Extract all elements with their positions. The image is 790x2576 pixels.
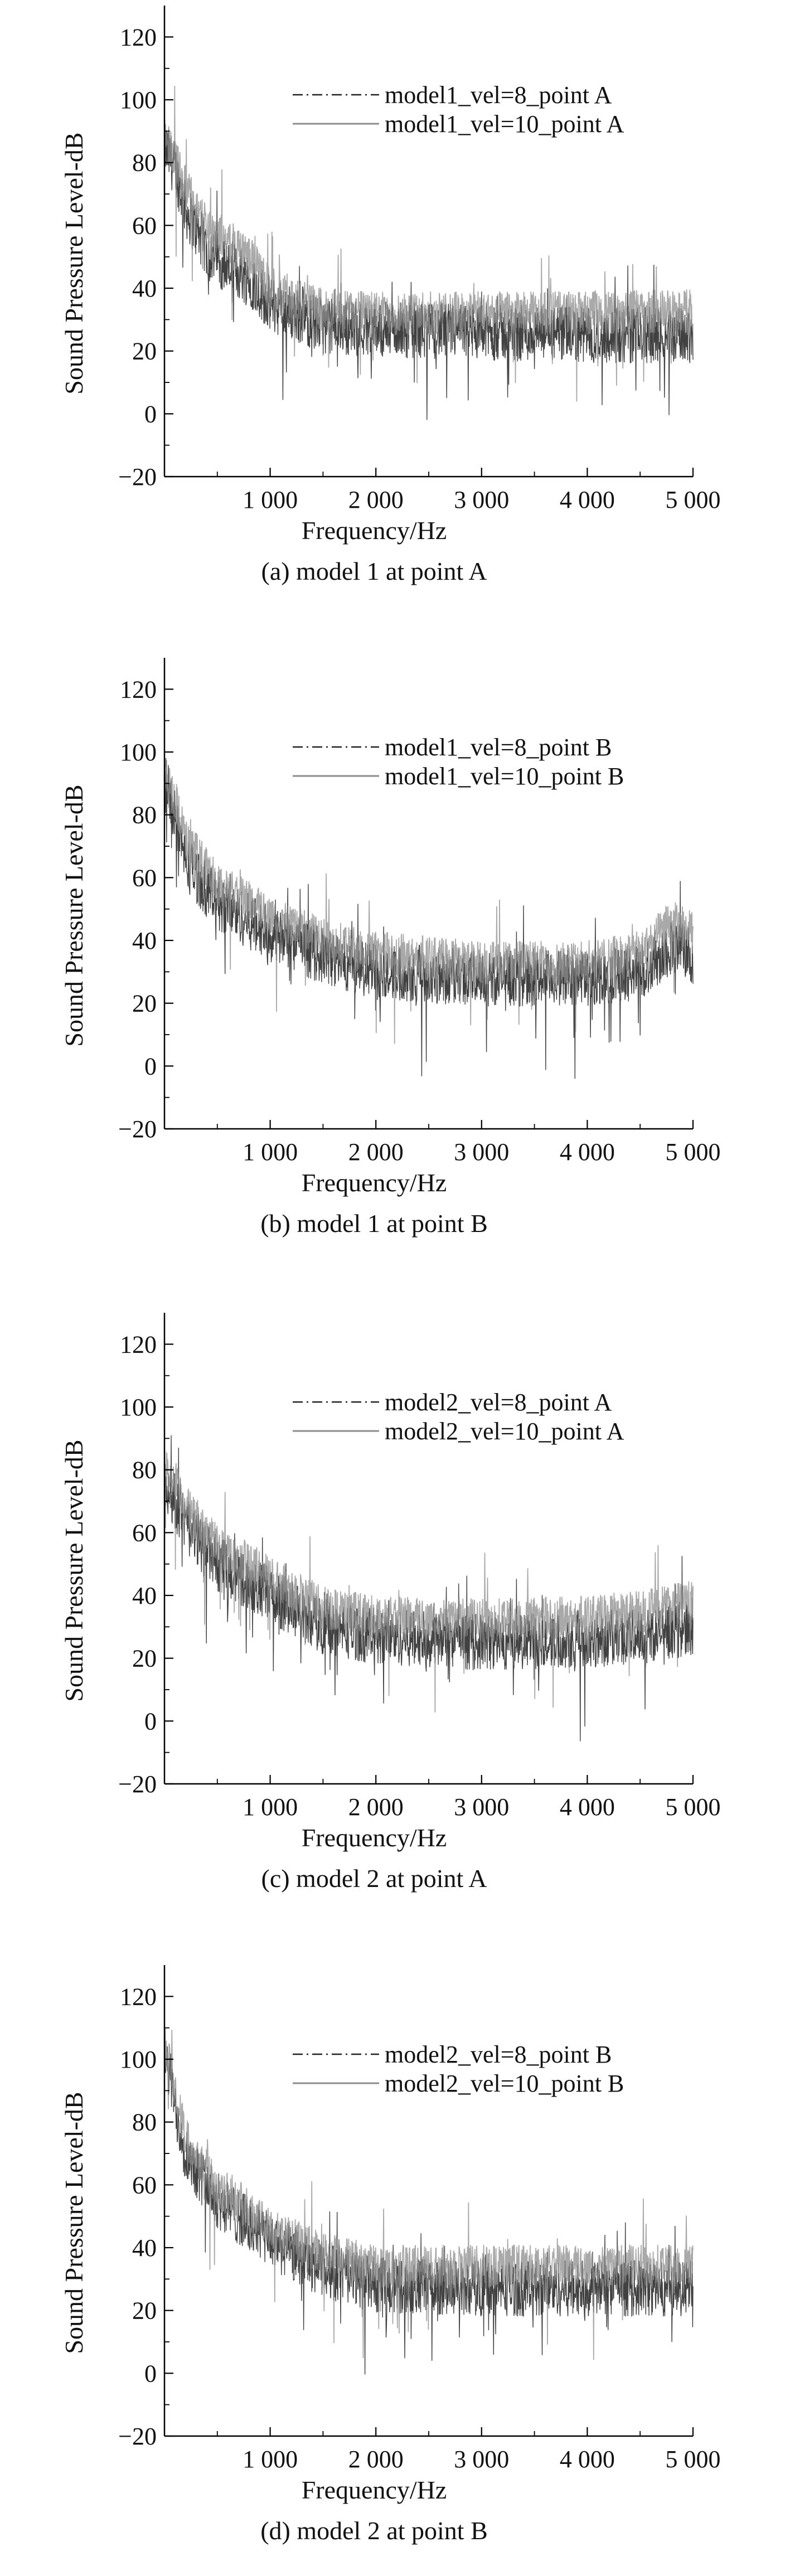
y-tick-label: 80 <box>132 2109 157 2136</box>
y-tick-label: 0 <box>144 1052 157 1080</box>
x-tick-label: 2 000 <box>348 1138 404 1166</box>
y-tick-label: 120 <box>120 1331 157 1358</box>
y-tick-label: 120 <box>120 676 157 703</box>
chart-panel-1: −20 0 20 40 60 80 100 120 1 000 2 000 3 000 4 000 5 … <box>60 6 721 585</box>
y-tick-label: 20 <box>132 990 157 1017</box>
y-tick-label: 60 <box>132 1519 157 1546</box>
legend-label: model1_vel=10_point A <box>385 110 624 138</box>
y-tick-label: 0 <box>144 400 157 428</box>
y-tick-label: 40 <box>132 2234 157 2262</box>
y-tick-label: 80 <box>132 802 157 829</box>
y-tick-label: 40 <box>132 1582 157 1609</box>
x-tick-label: 1 000 <box>243 2446 298 2473</box>
x-axis-title: Frequency/Hz <box>302 1823 447 1852</box>
x-tick-label: 4 000 <box>560 486 615 513</box>
x-tick-label: 2 000 <box>348 2446 404 2473</box>
y-tick-label: 60 <box>132 212 157 239</box>
series-line-dashdot <box>164 758 694 1079</box>
y-tick-label: −20 <box>118 463 157 491</box>
x-tick-label: 5 000 <box>666 1793 721 1821</box>
legend: model1_vel=8_point Amodel1_vel=10_point … <box>293 81 624 138</box>
y-tick-label: −20 <box>118 2423 157 2450</box>
y-tick-label: 0 <box>144 1707 157 1735</box>
chart-panel-3: −20 0 20 40 60 80 100 120 1 000 2 000 3 000 4 000 5 … <box>60 1313 721 1893</box>
y-tick-label: 100 <box>120 739 157 766</box>
series-line-solid <box>164 2027 694 2360</box>
x-tick-label: 1 000 <box>243 486 298 513</box>
x-tick-label: 5 000 <box>666 486 721 513</box>
legend-label: model1_vel=8_point B <box>385 734 612 761</box>
panel-caption: (c) model 2 at point A <box>261 1864 487 1893</box>
y-tick-label: 40 <box>132 927 157 954</box>
y-tick-label: 120 <box>120 23 157 51</box>
y-axis-title: Sound Pressure Level-dB <box>60 132 88 394</box>
x-tick-label: 3 000 <box>454 1793 509 1821</box>
y-axis-title: Sound Pressure Level-dB <box>60 2092 88 2354</box>
x-axis-title: Frequency/Hz <box>302 2476 447 2504</box>
y-tick-label: 60 <box>132 864 157 891</box>
x-tick-label: 4 000 <box>560 2446 615 2473</box>
y-tick-label: 0 <box>144 2360 157 2387</box>
series-line-dashdot <box>164 119 694 420</box>
x-tick-label: 3 000 <box>454 486 509 513</box>
y-tick-label: 80 <box>132 1457 157 1484</box>
series-line-dashdot <box>164 1435 694 1741</box>
x-tick-label: 5 000 <box>666 1138 721 1166</box>
y-tick-label: 120 <box>120 1983 157 2010</box>
series-line-solid <box>164 1450 694 1713</box>
legend: model2_vel=8_point Bmodel2_vel=10_point … <box>293 2041 624 2097</box>
y-tick-label: 100 <box>120 2046 157 2073</box>
chart-panel-4: −20 0 20 40 60 80 100 120 1 000 2 000 3 000 4 000 5 … <box>60 1965 721 2545</box>
x-tick-label: 2 000 <box>348 486 404 513</box>
y-tick-label: −20 <box>118 1770 157 1798</box>
panel-caption: (b) model 1 at point B <box>260 1209 488 1238</box>
y-tick-label: 40 <box>132 275 157 302</box>
x-axis-title: Frequency/Hz <box>302 516 447 545</box>
legend-label: model1_vel=10_point B <box>385 763 624 790</box>
y-tick-label: 100 <box>120 86 157 114</box>
series-line-solid <box>164 85 694 402</box>
x-tick-label: 4 000 <box>560 1138 615 1166</box>
x-tick-label: 2 000 <box>348 1793 404 1821</box>
x-axis-title: Frequency/Hz <box>302 1168 447 1197</box>
y-axis-title: Sound Pressure Level-dB <box>60 784 88 1046</box>
y-tick-label: 20 <box>132 2297 157 2325</box>
y-tick-label: 100 <box>120 1394 157 1421</box>
legend-label: model2_vel=8_point A <box>385 1389 612 1416</box>
y-tick-label: 60 <box>132 2171 157 2199</box>
legend-label: model1_vel=8_point A <box>385 81 612 109</box>
panel-caption: (a) model 1 at point A <box>261 557 487 585</box>
y-axis-title: Sound Pressure Level-dB <box>60 1439 88 1701</box>
legend-label: model2_vel=10_point A <box>385 1418 624 1445</box>
series-line-solid <box>164 760 694 1044</box>
legend: model2_vel=8_point Amodel2_vel=10_point … <box>293 1389 624 1445</box>
x-tick-label: 1 000 <box>243 1138 298 1166</box>
x-tick-label: 3 000 <box>454 1138 509 1166</box>
legend-label: model2_vel=10_point B <box>385 2070 624 2097</box>
y-tick-label: 20 <box>132 1645 157 1672</box>
x-tick-label: 1 000 <box>243 1793 298 1821</box>
x-tick-label: 3 000 <box>454 2446 509 2473</box>
y-tick-label: 80 <box>132 149 157 177</box>
y-tick-label: −20 <box>118 1115 157 1143</box>
legend-label: model2_vel=8_point B <box>385 2041 612 2068</box>
x-tick-label: 4 000 <box>560 1793 615 1821</box>
legend: model1_vel=8_point Bmodel1_vel=10_point … <box>293 734 624 790</box>
panel-caption: (d) model 2 at point B <box>260 2516 488 2545</box>
y-tick-label: 20 <box>132 338 157 365</box>
x-tick-label: 5 000 <box>666 2446 721 2473</box>
chart-panel-2: −20 0 20 40 60 80 100 120 1 000 2 000 3 000 4 000 5 … <box>60 658 721 1238</box>
